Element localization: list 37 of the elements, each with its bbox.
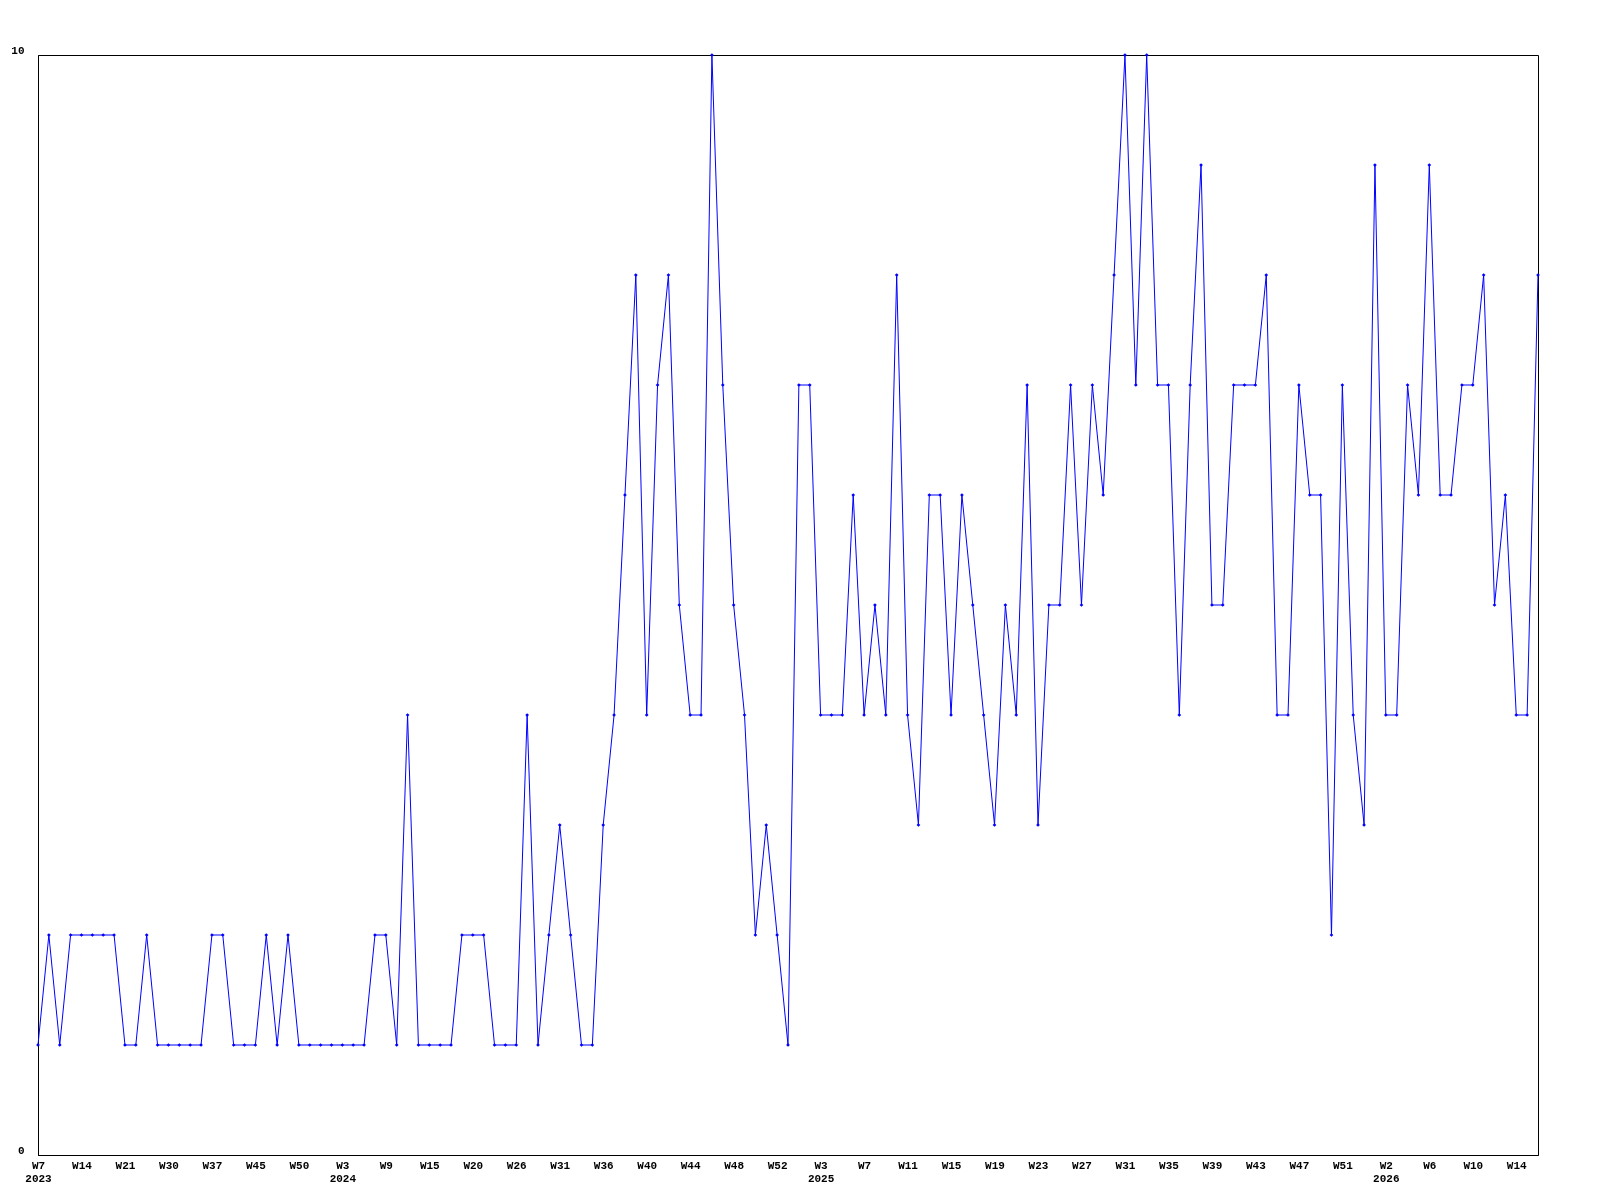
- x-tick-label: W7 2023: [25, 1159, 53, 1185]
- y-tick-label: 10: [11, 44, 25, 57]
- x-tick-label: W23: [1028, 1159, 1049, 1172]
- y-tick-label: 0: [17, 1144, 25, 1157]
- x-tick-label: W10: [1463, 1159, 1484, 1172]
- x-tick-label: W20: [463, 1159, 484, 1172]
- x-tick-label: W14: [1506, 1159, 1528, 1172]
- x-tick-label: W30: [159, 1159, 179, 1172]
- x-tick-label: W7: [857, 1159, 872, 1172]
- x-tick-label: W39: [1202, 1159, 1223, 1172]
- x-tick-label: W45: [245, 1159, 267, 1172]
- x-tick-label: W35: [1159, 1159, 1180, 1172]
- x-tick-label: W48: [724, 1159, 745, 1172]
- x-tick-label: W27: [1072, 1159, 1092, 1172]
- x-tick-label: W9: [379, 1159, 393, 1172]
- x-tick-label: W15: [419, 1159, 441, 1172]
- x-tick-label: W3 2025: [807, 1159, 835, 1185]
- x-tick-label: W36: [593, 1159, 614, 1172]
- x-tick-label: W51: [1332, 1159, 1354, 1172]
- x-tick-label: W6: [1423, 1159, 1437, 1172]
- x-tick-label: W15: [941, 1159, 962, 1172]
- x-tick-label: W11: [898, 1159, 919, 1172]
- x-tick-label: W50: [289, 1159, 310, 1172]
- x-tick-label: W47: [1289, 1159, 1310, 1172]
- x-tick-label: W52: [767, 1159, 788, 1172]
- x-tick-label: W2 2026: [1373, 1159, 1400, 1185]
- x-tick-label: W40: [637, 1159, 658, 1172]
- x-tick-label: W14: [72, 1159, 93, 1172]
- x-tick-label: W31: [550, 1159, 571, 1172]
- x-tick-label: W43: [1245, 1159, 1267, 1172]
- x-tick-label: W21: [115, 1159, 136, 1172]
- x-tick-label: W19: [985, 1159, 1005, 1172]
- x-tick-label: W31: [1115, 1159, 1136, 1172]
- x-tick-label: W26: [506, 1159, 527, 1172]
- x-tick-label: W37: [202, 1159, 223, 1172]
- x-tick-label: W44: [680, 1159, 701, 1172]
- x-tick-label: W3 2024: [329, 1159, 357, 1185]
